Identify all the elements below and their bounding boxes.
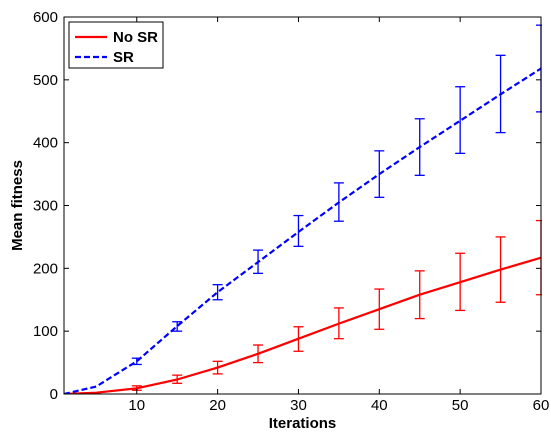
legend: No SR SR	[68, 21, 164, 69]
y-tick-label: 400	[33, 135, 58, 152]
x-tick-label: 30	[290, 397, 307, 414]
x-tick-label: 60	[533, 397, 550, 414]
y-tick-label: 500	[33, 72, 58, 89]
y-axis-label: Mean fitness	[9, 160, 26, 251]
x-tick-label: 10	[128, 397, 145, 414]
series-line-sr	[64, 67, 542, 394]
x-axis-label: Iterations	[269, 415, 337, 432]
series-line-no-sr	[64, 256, 542, 394]
legend-box	[68, 21, 164, 69]
y-tick-label: 300	[33, 198, 58, 215]
y-tick-label: 100	[33, 323, 58, 340]
plot-data-layer	[64, 24, 542, 394]
y-tick-label: 200	[33, 260, 58, 277]
y-tick-label: 0	[50, 386, 58, 403]
error-bar-sr	[172, 321, 183, 332]
y-tick-label: 600	[33, 9, 58, 26]
error-bar-sr	[455, 86, 466, 154]
legend-label-sr: SR	[113, 49, 134, 66]
error-bar-sr	[212, 284, 223, 301]
x-tick-label: 20	[209, 397, 226, 414]
x-tick-label: 40	[371, 397, 388, 414]
legend-label-no-sr: No SR	[113, 29, 158, 46]
x-tick-label: 50	[452, 397, 469, 414]
